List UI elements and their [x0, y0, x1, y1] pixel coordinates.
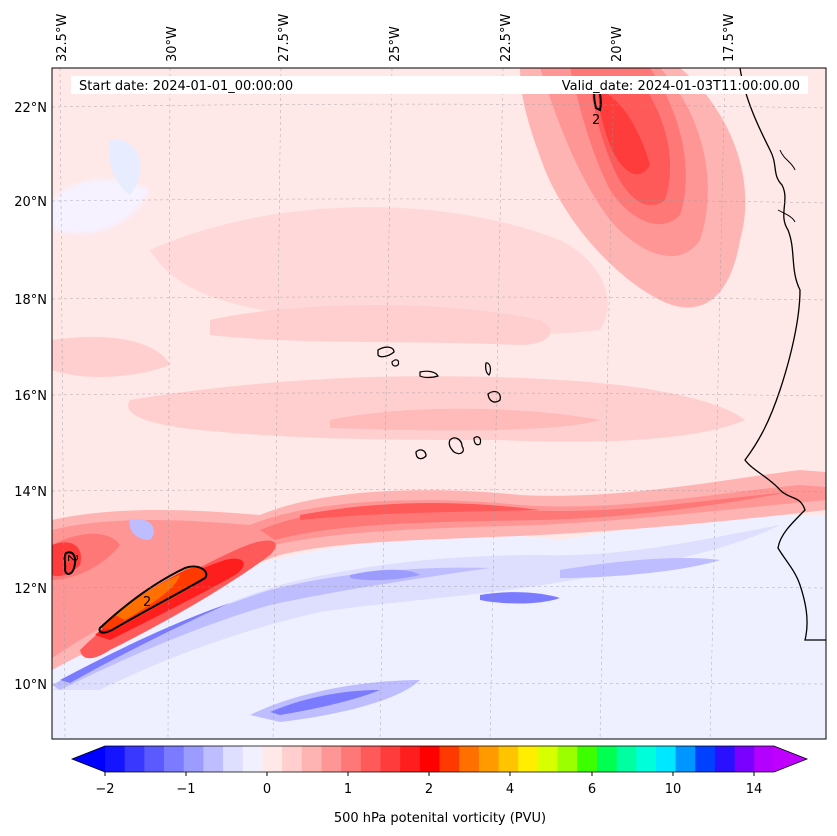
colorbar-cell	[301, 746, 322, 772]
header-box	[71, 76, 808, 94]
colorbar-tick-label: 0	[263, 782, 271, 797]
colorbar-cell	[655, 746, 677, 772]
colorbar-cell	[282, 746, 303, 772]
colorbar-cell	[577, 746, 598, 772]
colorbar-ticks	[104, 772, 755, 776]
lon-label: 20°W	[610, 26, 625, 62]
contour-label-west: 2	[64, 554, 79, 562]
colorbar-cell	[105, 746, 126, 772]
colorbar-underflow-arrow	[72, 746, 105, 772]
colorbar-cell	[144, 746, 165, 772]
colorbar-cell	[321, 746, 342, 772]
colorbar-cell	[754, 746, 775, 772]
colorbar-cell	[203, 746, 224, 772]
lat-label: 18°N	[14, 293, 47, 308]
colorbar-overflow-arrow	[774, 746, 807, 772]
colorbar-tick-label: 4	[506, 782, 514, 797]
lat-label: 16°N	[14, 389, 47, 404]
colorbar-cell	[734, 746, 755, 772]
lat-label: 22°N	[14, 101, 47, 116]
colorbar-tick-label: 14	[746, 782, 763, 797]
colorbar-cell	[341, 746, 362, 772]
lon-label: 25°W	[388, 26, 403, 62]
gridlines	[52, 68, 826, 739]
colorbar-cell	[498, 746, 519, 772]
lon-label: 27.5°W	[277, 14, 292, 62]
colorbar-cell	[616, 746, 637, 772]
longitude-labels: 32.5°W 30°W 27.5°W 25°W 22.5°W 20°W 17.5…	[55, 14, 737, 62]
colorbar-cell	[183, 746, 204, 772]
lon-label: 17.5°W	[722, 14, 737, 62]
colorbar-title: 500 hPa potenital vorticity (PVU)	[334, 811, 546, 826]
lon-label: 30°W	[165, 26, 180, 62]
colorbar-cell	[223, 746, 244, 772]
colorbar-cell	[675, 746, 696, 772]
colorbar-cell	[242, 746, 263, 772]
colorbar-cell	[262, 746, 283, 772]
colorbar-tick-label: −2	[95, 782, 114, 797]
colorbar-tick-label: −1	[176, 782, 195, 797]
lat-label: 10°N	[14, 678, 47, 693]
colorbar-tick-label: 2	[425, 782, 433, 797]
colorbar-cell	[459, 746, 480, 772]
colorbar-cell	[380, 746, 401, 772]
contour-label-southwest: 2	[143, 595, 151, 610]
colorbar-cell	[714, 746, 736, 772]
lon-label: 22.5°W	[499, 14, 514, 62]
colorbar-cell	[478, 746, 499, 772]
colorbar-tick-label: 1	[344, 782, 352, 797]
colorbar-cell	[537, 746, 558, 772]
colorbar-cell	[695, 746, 716, 772]
lat-label: 20°N	[14, 195, 47, 210]
colorbar-cell	[596, 746, 617, 772]
colorbar-cell	[164, 746, 185, 772]
colorbar: −2 −1 0 1 2 4 6 10 14 500 hPa potenital …	[70, 745, 809, 826]
colorbar-tick-label: 10	[665, 782, 682, 797]
valid-date-label: Valid_date: 2024-01-03T11:00:00.00	[562, 79, 800, 94]
colorbar-tick-label: 6	[588, 782, 596, 797]
map-frame	[51, 67, 827, 740]
colorbar-cell	[439, 746, 460, 772]
colorbar-cell	[557, 746, 578, 772]
lat-label: 14°N	[14, 485, 47, 500]
start-date-label: Start date: 2024-01-01_00:00:00	[79, 79, 293, 94]
pv-field	[52, 68, 826, 739]
colorbar-cell	[400, 746, 421, 772]
colorbar-cell	[518, 746, 539, 772]
colorbar-cell	[124, 746, 145, 772]
lat-label: 12°N	[14, 582, 47, 597]
colorbar-cell	[419, 746, 440, 772]
colorbar-cell	[636, 746, 657, 772]
lon-label: 32.5°W	[55, 14, 70, 62]
colorbar-cell	[360, 746, 381, 772]
latitude-labels: 22°N 20°N 18°N 16°N 14°N 12°N 10°N	[14, 101, 47, 693]
contour-label-north: 2	[592, 113, 600, 128]
colorbar-cells	[105, 746, 775, 772]
